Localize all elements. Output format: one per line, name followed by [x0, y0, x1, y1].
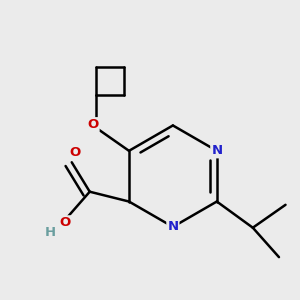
Text: N: N [211, 144, 222, 157]
Text: O: O [69, 146, 81, 159]
Text: O: O [60, 216, 71, 229]
Text: H: H [45, 226, 56, 239]
Text: O: O [87, 118, 99, 131]
Text: N: N [167, 220, 178, 233]
